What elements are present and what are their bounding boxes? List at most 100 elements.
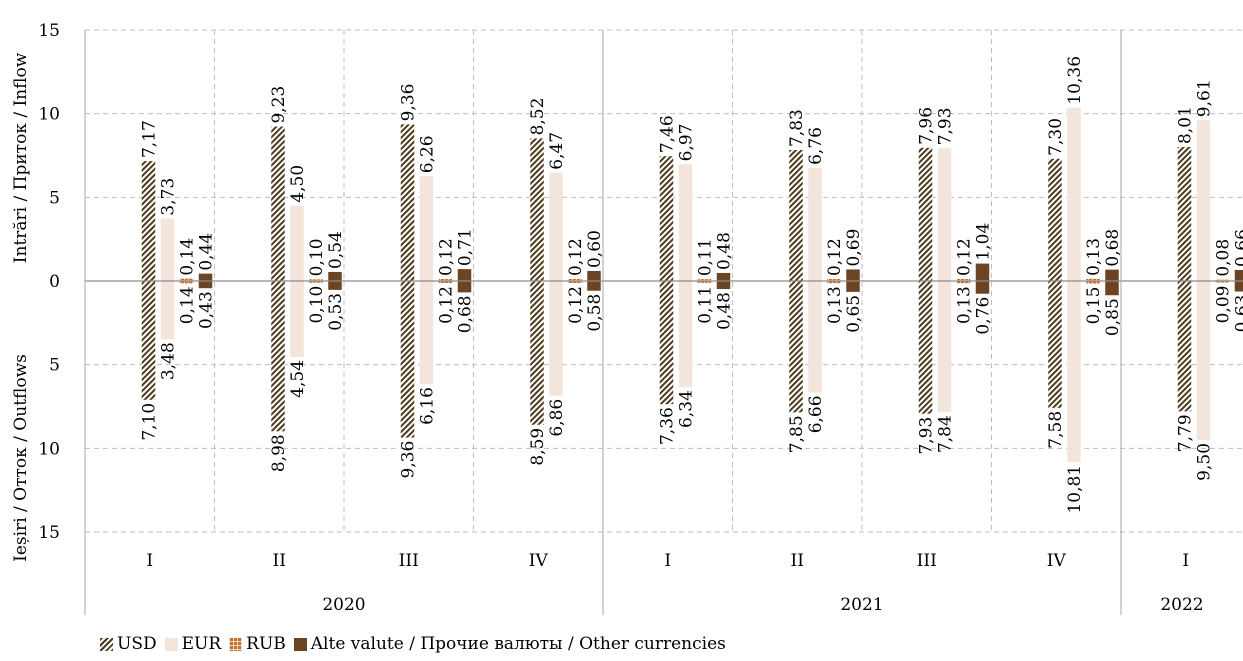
data-label-inflow-usd: 7,46 (658, 115, 678, 153)
bar-inflow-other (458, 269, 472, 281)
bar-outflow-eur (679, 281, 693, 387)
bar-inflow-eur (1067, 108, 1081, 281)
data-label-outflow-eur: 6,66 (806, 395, 826, 433)
data-label-outflow-rub: 0,11 (696, 286, 716, 324)
data-label-outflow-rub: 0,15 (1084, 287, 1104, 325)
data-label-outflow-other: 0,48 (715, 292, 735, 330)
legend-label-eur: EUR (182, 634, 222, 654)
data-label-inflow-usd: 7,17 (140, 120, 160, 158)
bar-outflow-usd (530, 281, 544, 425)
x-tick-label-quarter: III (399, 551, 419, 571)
bar-outflow-usd (1048, 281, 1062, 408)
legend-label-other: Alte valute / Прочие валюты / Other curr… (311, 634, 726, 654)
data-label-outflow-rub: 0,13 (825, 286, 845, 324)
bar-outflow-other (1235, 281, 1243, 292)
data-label-outflow-eur: 9,50 (1195, 443, 1215, 481)
x-tick-label-quarter: II (791, 551, 804, 571)
data-label-outflow-rub: 0,14 (178, 286, 198, 324)
data-label-outflow-usd: 9,36 (399, 441, 419, 479)
bar-inflow-other (328, 272, 342, 281)
bar-inflow-other (1105, 270, 1119, 281)
data-label-inflow-other: 0,68 (1103, 229, 1123, 267)
bar-outflow-eur (938, 281, 952, 412)
y-tick-label: 15 (38, 21, 60, 41)
x-tick-label-quarter: IV (1047, 551, 1067, 571)
bar-outflow-usd (401, 281, 415, 438)
bar-outflow-usd (789, 281, 803, 412)
bar-inflow-usd (919, 148, 933, 281)
data-label-outflow-other: 0,68 (456, 295, 476, 333)
bar-outflow-other (976, 281, 990, 294)
data-label-inflow-rub: 0,14 (178, 238, 198, 276)
data-label-outflow-eur: 6,34 (677, 390, 697, 428)
data-label-outflow-usd: 7,58 (1046, 411, 1066, 449)
data-label-inflow-usd: 7,83 (787, 109, 807, 147)
data-label-inflow-eur: 6,47 (547, 132, 567, 170)
data-label-inflow-usd: 8,01 (1176, 106, 1196, 144)
data-label-inflow-usd: 7,96 (917, 107, 937, 145)
data-label-inflow-rub: 0,13 (1084, 238, 1104, 276)
data-label-outflow-usd: 7,93 (917, 417, 937, 455)
data-label-inflow-other: 0,48 (715, 232, 735, 270)
bar-inflow-other (587, 271, 601, 281)
bar-inflow-eur (938, 148, 952, 281)
data-label-outflow-rub: 0,10 (307, 286, 327, 324)
data-label-inflow-rub: 0,11 (696, 238, 716, 276)
legend-item-rub: RUB (229, 634, 286, 654)
x-tick-label-quarter: I (146, 551, 153, 571)
data-label-outflow-usd: 7,85 (787, 415, 807, 453)
data-label-outflow-rub: 0,12 (566, 286, 586, 324)
data-label-inflow-other: 1,04 (974, 223, 994, 261)
data-label-inflow-usd: 9,23 (269, 86, 289, 124)
x-tick-label-quarter: I (664, 551, 671, 571)
data-label-inflow-eur: 10,36 (1065, 56, 1085, 105)
bar-outflow-eur (420, 281, 434, 384)
bar-outflow-usd (271, 281, 285, 431)
bar-inflow-usd (530, 138, 544, 281)
y-tick-label: 15 (38, 523, 60, 543)
data-label-inflow-rub: 0,10 (307, 238, 327, 276)
data-label-outflow-eur: 6,86 (547, 399, 567, 437)
data-label-inflow-eur: 3,73 (159, 178, 179, 216)
legend-label-usd: USD (117, 634, 157, 654)
bar-outflow-usd (1178, 281, 1192, 411)
y-tick-label: 5 (49, 356, 60, 376)
data-label-outflow-other: 0,63 (1233, 295, 1243, 333)
legend-item-eur: EUR (165, 634, 222, 654)
data-label-outflow-eur: 4,54 (288, 360, 308, 398)
data-label-inflow-rub: 0,12 (437, 238, 457, 276)
x-tick-label-quarter: I (1182, 551, 1189, 571)
bar-outflow-usd (660, 281, 674, 404)
x-tick-label-quarter: II (273, 551, 286, 571)
bar-inflow-usd (401, 124, 415, 281)
data-label-outflow-rub: 0,13 (955, 286, 975, 324)
bar-inflow-eur (161, 219, 175, 281)
x-tick-label-year: 2022 (1160, 595, 1203, 615)
data-label-outflow-usd: 7,79 (1176, 414, 1196, 452)
bar-inflow-other (199, 274, 213, 281)
bar-inflow-usd (1178, 147, 1192, 281)
x-tick-label-quarter: IV (529, 551, 549, 571)
bar-outflow-usd (919, 281, 933, 414)
bar-outflow-eur (808, 281, 822, 392)
bar-outflow-other (458, 281, 472, 292)
bar-inflow-other (976, 264, 990, 281)
data-label-inflow-other: 0,44 (197, 233, 217, 271)
bar-outflow-usd (142, 281, 156, 400)
bar-inflow-usd (142, 161, 156, 281)
y-tick-label: 5 (49, 188, 60, 208)
y-axis-title-inflow: Intrări / Приток / Inflow (11, 52, 31, 263)
x-tick-label-quarter: III (917, 551, 937, 571)
data-label-outflow-usd: 8,98 (269, 434, 289, 472)
x-tick-label-year: 2020 (322, 595, 365, 615)
data-label-inflow-other: 0,60 (585, 230, 605, 268)
legend-swatch-rub (229, 638, 242, 651)
data-label-outflow-rub: 0,12 (437, 286, 457, 324)
bar-inflow-eur (808, 168, 822, 281)
bar-outflow-other (846, 281, 860, 292)
y-axis-title-outflow: Ieșiri / Отток / Outflows (11, 354, 31, 562)
bar-outflow-eur (549, 281, 563, 396)
data-label-outflow-other: 0,43 (197, 291, 217, 329)
bar-outflow-other (587, 281, 601, 291)
data-label-outflow-other: 0,76 (974, 297, 994, 335)
